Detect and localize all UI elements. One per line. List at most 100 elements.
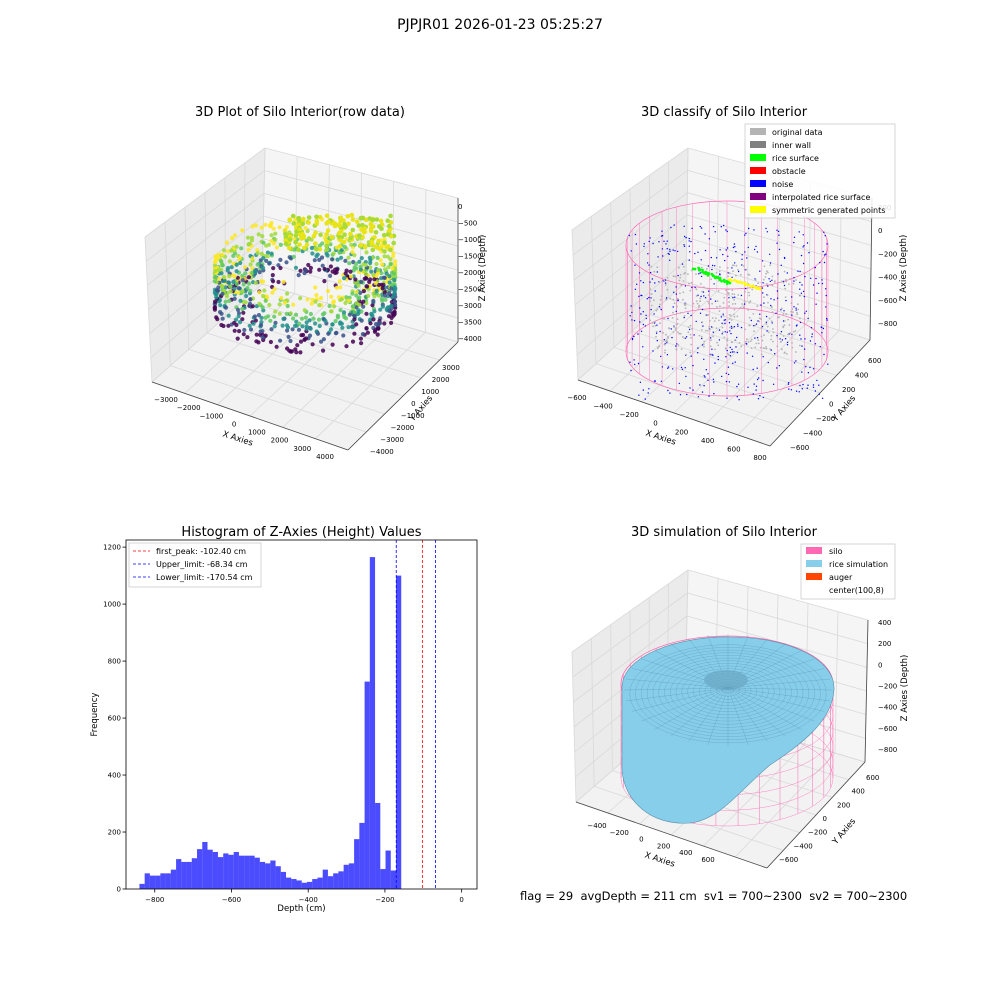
p1-data-point [287, 237, 293, 242]
p2-noise-point [691, 286, 693, 289]
p2-noise-point [778, 365, 780, 367]
p2-noise-point [762, 396, 764, 399]
p1-data-point [223, 305, 229, 310]
p2-original-point [675, 313, 678, 316]
p1-data-point [308, 269, 313, 274]
p2-noise-point [780, 264, 782, 266]
p1-z-tick-label: −2500 [458, 286, 482, 294]
p2-original-point [748, 324, 751, 327]
p2-noise-point [714, 300, 717, 302]
p2-noise-point [729, 351, 732, 354]
p1-data-point [220, 284, 225, 289]
p1-y-tick-label: 3000 [442, 364, 460, 372]
p2-noise-point [759, 313, 761, 315]
p2-noise-point [795, 309, 797, 311]
p1-data-point [268, 223, 273, 228]
p2-noise-point [649, 237, 651, 239]
p1-data-point [233, 317, 239, 322]
p2-noise-point [823, 254, 826, 256]
p2-original-point [682, 291, 685, 294]
p2-original-point [762, 347, 765, 349]
p2-original-point [766, 270, 768, 272]
p2-noise-point [809, 340, 812, 342]
p2-noise-point [788, 388, 790, 390]
p2-noise-point [752, 393, 754, 395]
p2-noise-point [703, 385, 705, 387]
p1-data-point [309, 245, 314, 251]
p4-mesh-line [631, 687, 729, 712]
p1-data-point [350, 325, 355, 330]
p1-data-point [226, 280, 232, 285]
p2-original-point [695, 288, 698, 291]
p3-histogram-bar [375, 802, 381, 889]
p2-symmetric-point [743, 281, 746, 285]
p2-noise-point [639, 321, 641, 323]
p2-noise-point [816, 379, 818, 382]
p2-noise-point [801, 371, 803, 373]
p2-noise-point [688, 259, 690, 261]
p1-data-point [342, 314, 347, 320]
p2-noise-point [638, 272, 641, 274]
p1-y-tick-label: −4000 [370, 448, 394, 456]
p2-noise-point [656, 271, 658, 273]
p2-noise-point [737, 383, 740, 385]
p1-data-point [219, 271, 224, 276]
p2-noise-point [731, 327, 733, 329]
p2-noise-point [652, 242, 654, 245]
p1-data-point [318, 296, 324, 301]
p1-data-point [273, 320, 278, 325]
p1-x-tick-label: 1000 [248, 429, 266, 437]
p2-noise-point [692, 389, 694, 391]
p2-noise-point [777, 273, 779, 275]
p1-data-point [221, 248, 227, 253]
p2-noise-point [654, 380, 656, 382]
p1-data-point [348, 235, 354, 241]
p2-noise-point [815, 277, 817, 280]
p1-data-point [346, 255, 351, 260]
p2-noise-point [765, 315, 768, 318]
p2-noise-point [677, 274, 679, 277]
p3-histogram-bar [333, 873, 339, 889]
p2-noise-point [726, 247, 729, 249]
p3-histogram-bar [155, 875, 161, 889]
p1-data-point [257, 290, 262, 295]
p3-y-tick-label: 0 [117, 886, 121, 894]
p4-z-axis-line [864, 619, 869, 763]
p1-data-point [245, 285, 250, 291]
p2-original-point [706, 268, 708, 270]
footer-status-text: flag = 29 avgDepth = 211 cm sv1 = 700~23… [520, 889, 908, 903]
p1-data-point [281, 316, 286, 321]
p2-noise-point [701, 391, 704, 393]
p1-data-point [371, 317, 376, 322]
p2-noise-point [818, 393, 820, 395]
p1-data-point [336, 295, 341, 300]
p3-histogram-bar [181, 861, 187, 889]
p2-noise-point [677, 250, 679, 253]
p2-noise-point [633, 319, 636, 322]
p3-histogram-bar [338, 871, 344, 889]
p1-data-point [292, 236, 297, 241]
p2-noise-point [653, 313, 655, 315]
p2-noise-point [667, 367, 669, 369]
p2-noise-point [717, 355, 719, 358]
p1-data-point [356, 283, 361, 288]
p1-data-point [293, 323, 298, 328]
p1-data-point [212, 279, 217, 284]
p4-mesh-line [727, 678, 831, 689]
p2-grid-line [571, 147, 689, 231]
p2-original-point [713, 320, 716, 322]
p1-data-point [370, 313, 375, 318]
p1-data-point [352, 242, 357, 247]
p2-original-point [736, 315, 739, 318]
p2-original-point [735, 274, 737, 277]
p2-original-point [678, 332, 681, 335]
p2-original-point [663, 280, 666, 283]
p2-original-point [708, 319, 711, 322]
p1-data-point [384, 271, 389, 276]
p1-data-point [294, 319, 299, 324]
p2-noise-point [638, 394, 640, 396]
p3-y-tick-label: 1000 [103, 601, 121, 609]
p2-noise-point [712, 331, 714, 333]
p2-original-point [743, 300, 746, 303]
p3-histogram-bar [270, 860, 276, 889]
